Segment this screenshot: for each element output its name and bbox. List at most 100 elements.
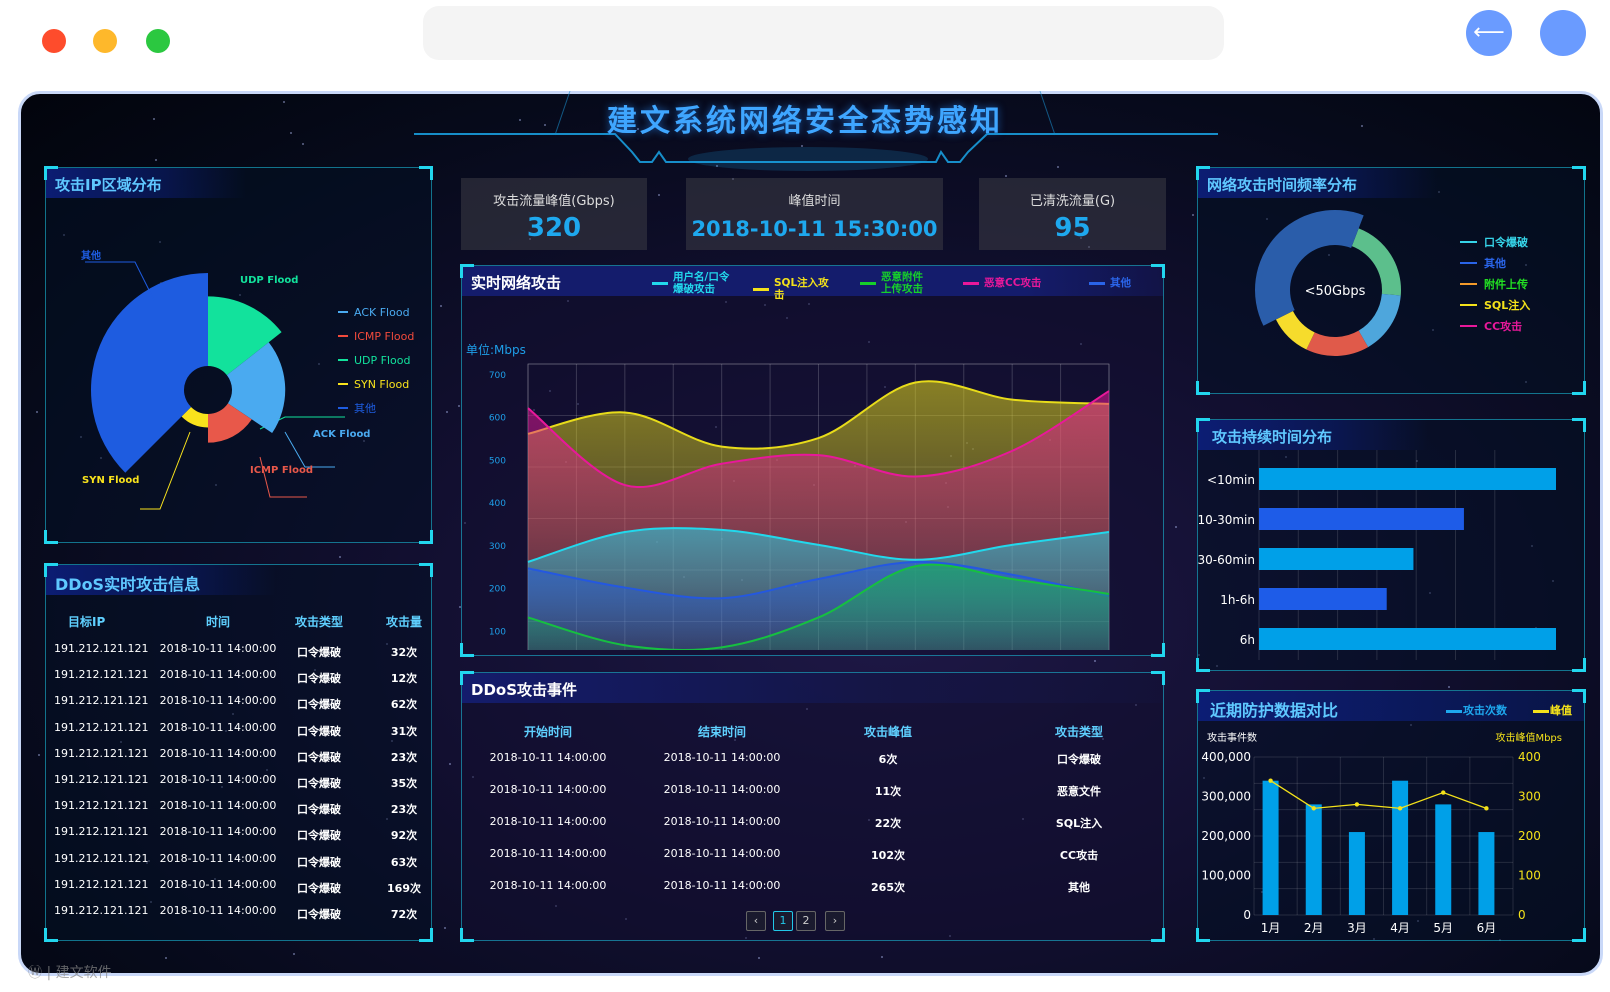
- duration-bar: [1259, 468, 1556, 490]
- cell-peak: 6次: [878, 753, 898, 766]
- cell-count: 169次: [387, 881, 421, 895]
- legend-label: 其他: [1484, 256, 1506, 270]
- cell-count: 35次: [390, 777, 418, 790]
- table-header: 结束时间: [697, 725, 746, 739]
- arrow-left-icon: ⟵: [1473, 20, 1505, 45]
- cell-time: 2018-10-11 14:00:00: [159, 851, 277, 865]
- y-tick-label: 100: [489, 627, 506, 637]
- legend-swatch: [1460, 325, 1477, 327]
- peak-point: [1397, 806, 1403, 811]
- star-decoration: [544, 123, 547, 126]
- stat-cleaned-traffic: 已清洗流量(G) 95: [979, 178, 1166, 250]
- y-tick-label: 0: [1243, 908, 1251, 922]
- stat-value: 95: [1054, 213, 1091, 243]
- category-label: 10-30min: [1198, 513, 1256, 527]
- slice-label: UDP Flood: [240, 275, 298, 286]
- cell-ip: 191.212.121.121: [54, 668, 149, 682]
- minimize-window-button[interactable]: [93, 29, 117, 53]
- star-decoration: [449, 763, 452, 766]
- cell-start-time: 2018-10-11 14:00:00: [489, 815, 607, 828]
- star-decoration: [800, 145, 803, 148]
- back-button[interactable]: ⟵: [1466, 10, 1512, 56]
- stat-label: 已清洗流量(G): [1029, 194, 1116, 209]
- star-decoration: [895, 120, 898, 123]
- legend-item: 攻击次数: [1446, 702, 1507, 718]
- close-window-button[interactable]: [42, 29, 66, 53]
- month-bar: [1392, 780, 1409, 915]
- legend-swatch: [652, 281, 668, 285]
- legend-label: 用户名/口令爆破攻击: [673, 271, 730, 295]
- leader-line: [85, 261, 156, 303]
- legend-item: 恶意附件上传攻击: [860, 271, 929, 295]
- peak-point: [1311, 806, 1316, 811]
- pagination-next-button[interactable]: ›: [825, 911, 845, 931]
- cell-end-time: 2018-10-11 14:00:00: [663, 847, 781, 860]
- star-decoration: [1448, 686, 1451, 689]
- cell-count: 31次: [390, 724, 418, 738]
- stat-peak-time: 峰值时间 2018-10-11 15:30:00: [686, 178, 943, 250]
- y2-tick-label: 0: [1518, 908, 1526, 922]
- star-decoration: [38, 754, 41, 757]
- duration-bar: [1259, 588, 1387, 610]
- star-decoration: [439, 304, 442, 307]
- address-bar[interactable]: [423, 6, 1224, 60]
- legend-swatch: [753, 287, 769, 291]
- month-bar: [1478, 832, 1495, 915]
- cell-type: 口令爆破: [297, 672, 341, 686]
- pagination-page-button[interactable]: 1: [773, 911, 793, 931]
- cell-ip: 191.212.121.121: [54, 746, 149, 760]
- cell-peak: 265次: [871, 881, 905, 894]
- peak-line: [1270, 780, 1487, 810]
- cell-end-time: 2018-10-11 14:00:00: [663, 879, 781, 892]
- star-decoration: [1057, 166, 1060, 169]
- pagination-prev-button[interactable]: ‹: [746, 911, 766, 931]
- legend-label: 附件上传: [1484, 277, 1528, 291]
- legend-swatch: [1446, 709, 1462, 713]
- legend-swatch: [860, 281, 876, 285]
- cell-count: 23次: [390, 803, 418, 817]
- legend-label: UDP Flood: [354, 354, 410, 367]
- cell-time: 2018-10-11 14:00:00: [159, 668, 277, 682]
- y-axis-title: 单位:Mbps: [466, 342, 526, 357]
- pagination-page-button[interactable]: 2: [796, 911, 816, 931]
- panel-ddos-realtime: DDoS实时攻击信息: [44, 563, 433, 942]
- star-decoration: [458, 405, 461, 408]
- duration-bar-chart: <10min 10-30min 30-60min 1h-6h 6h: [1198, 450, 1556, 660]
- legend-label: CC攻击: [1484, 319, 1522, 333]
- y-tick-label: 400,000: [1201, 750, 1251, 764]
- y-axis-title: 攻击事件数: [1207, 731, 1257, 744]
- cell-type: 口令爆破: [297, 881, 341, 895]
- cell-ip: 191.212.121.121: [54, 694, 149, 708]
- star-decoration: [165, 956, 168, 959]
- star-decoration: [1361, 125, 1364, 128]
- cell-peak: 22次: [874, 817, 902, 830]
- rose-slice: [208, 296, 282, 376]
- category-label: 30-60min: [1198, 553, 1256, 567]
- y2-tick-label: 200: [1518, 829, 1541, 843]
- panel-title: 网络攻击时间频率分布: [1198, 168, 1438, 198]
- slice-label: ICMP Flood: [250, 465, 313, 476]
- cell-peak: 11次: [874, 785, 902, 798]
- legend-item: 用户名/口令爆破攻击: [652, 271, 735, 295]
- cell-time: 2018-10-11 14:00:00: [159, 642, 277, 655]
- legend-swatch: [1460, 283, 1477, 285]
- maximize-window-button[interactable]: [146, 29, 170, 53]
- star-decoration: [339, 556, 342, 559]
- star-decoration: [458, 606, 461, 609]
- panel-title: 近期防护数据对比: [1198, 691, 1584, 721]
- cell-time: 2018-10-11 14:00:00: [159, 773, 277, 786]
- legend-item: SQL注入攻击: [753, 277, 833, 301]
- legend-label: 恶意CC攻击: [984, 277, 1042, 289]
- y-tick-label: 300,000: [1201, 790, 1251, 804]
- cell-time: 2018-10-11 14:00:00: [159, 694, 277, 708]
- profile-button[interactable]: [1540, 10, 1586, 56]
- stat-label: 攻击流量峰值(Gbps): [493, 194, 615, 209]
- month-bar: [1305, 804, 1322, 915]
- star-decoration: [153, 118, 156, 121]
- legend-label: 其他: [1110, 277, 1131, 289]
- month-bar: [1262, 780, 1279, 915]
- cell-ip: 191.212.121.121: [54, 825, 149, 839]
- legend-swatch: [338, 383, 348, 385]
- cell-start-time: 2018-10-11 14:00:00: [489, 847, 607, 860]
- table-header: 开始时间: [523, 725, 572, 739]
